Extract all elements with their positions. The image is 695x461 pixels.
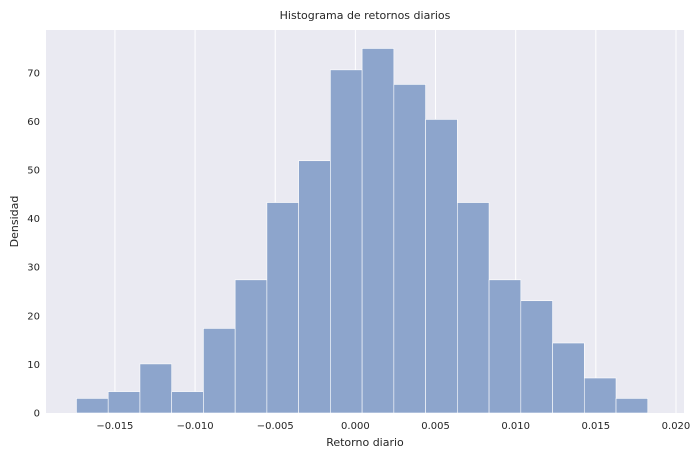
y-tick-label: 30 <box>27 263 40 274</box>
y-tick-label: 70 <box>27 68 40 79</box>
histogram-bar <box>298 160 331 414</box>
y-tick-label: 60 <box>27 117 40 128</box>
histogram-bar <box>107 391 141 414</box>
x-tick-label: 0.010 <box>501 421 530 432</box>
x-tick-label: 0.005 <box>421 421 450 432</box>
y-axis-ticks: 0 10 20 30 40 50 60 70 <box>27 68 40 419</box>
histogram-bar <box>615 398 649 414</box>
histogram-bar <box>583 377 617 414</box>
x-tick-label: −0.010 <box>177 421 214 432</box>
histogram-bar <box>520 300 553 414</box>
x-tick-label: 0.020 <box>662 421 691 432</box>
histogram-bar <box>203 328 236 414</box>
histogram-bar <box>488 279 522 414</box>
histogram-bar <box>361 48 395 414</box>
histogram-bar <box>552 342 585 414</box>
histogram-bar <box>425 119 458 414</box>
histogram-bar <box>457 202 490 414</box>
y-axis-label: Densidad <box>8 196 21 248</box>
histogram-bars <box>76 48 649 414</box>
histogram-bar <box>76 398 109 414</box>
y-tick-label: 20 <box>27 311 40 322</box>
y-tick-label: 10 <box>27 360 40 371</box>
histogram-bar <box>139 363 172 414</box>
x-axis-ticks: −0.015 −0.010 −0.005 0.000 0.005 0.010 0.015 0.… <box>96 421 690 432</box>
histogram-bar <box>266 202 299 414</box>
y-tick-label: 40 <box>27 214 40 225</box>
y-tick-label: 0 <box>34 409 40 420</box>
x-tick-label: −0.015 <box>96 421 133 432</box>
x-tick-label: −0.005 <box>257 421 294 432</box>
y-tick-label: 50 <box>27 165 40 176</box>
histogram-bar <box>393 84 426 414</box>
x-tick-label: 0.000 <box>341 421 370 432</box>
histogram-bar <box>171 391 204 414</box>
chart-title: Histograma de retornos diarios <box>280 9 451 22</box>
x-axis-label: Retorno diario <box>326 436 404 449</box>
x-tick-label: 0.015 <box>582 421 611 432</box>
histogram-bar <box>330 69 363 414</box>
histogram-bar <box>234 279 268 414</box>
